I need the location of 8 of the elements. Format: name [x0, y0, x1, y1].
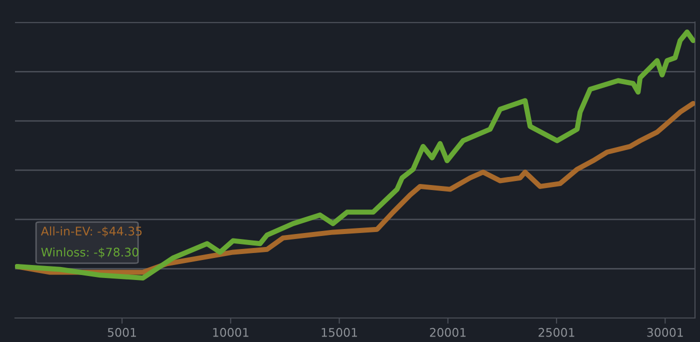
annotation: Winloss: -$78.30 [41, 247, 138, 258]
x-tick-label: 25001 [538, 328, 574, 337]
annotation: All-in-EV: -$44.35 [40, 226, 142, 238]
x-tick-label: 10001 [213, 328, 248, 337]
x-tick-label: 15001 [322, 328, 357, 337]
x-tick-label: 20001 [430, 328, 466, 337]
x-tick-label: 5001 [108, 328, 136, 337]
x-tick-label: 30001 [647, 328, 683, 337]
